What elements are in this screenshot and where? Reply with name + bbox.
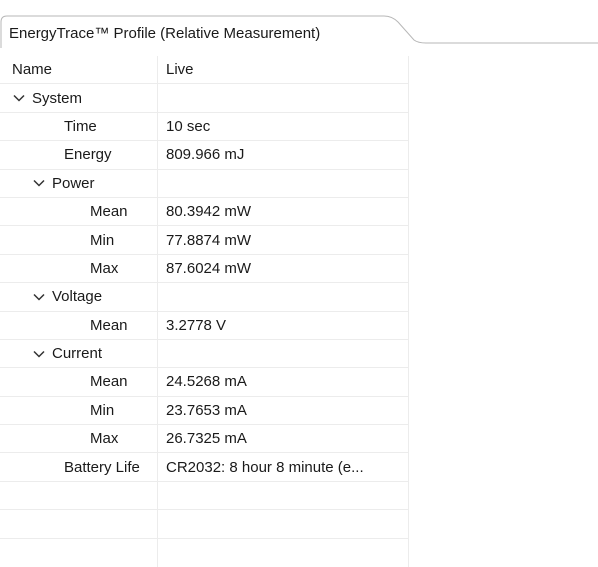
tab-energytrace-profile[interactable]: EnergyTrace™ Profile (Relative Measureme… [9, 25, 321, 42]
tree-row-voltage-mean[interactable]: Mean 3.2778 V [0, 311, 409, 340]
live-value: 10 sec [166, 117, 211, 135]
tab-strip: EnergyTrace™ Profile (Relative Measureme… [0, 0, 598, 48]
tree-item-label: System [32, 89, 83, 107]
tree-item-label: Power [52, 174, 95, 192]
tree-item-label: Max [90, 259, 119, 277]
tree-item-label: Energy [64, 146, 112, 164]
tree-item-label: Mean [90, 316, 128, 334]
chevron-down-icon[interactable] [12, 91, 26, 105]
live-value: CR2032: 8 hour 8 minute (e... [166, 458, 364, 476]
live-value: 23.7653 mA [166, 401, 247, 419]
live-value: 24.5268 mA [166, 373, 247, 391]
tree-row-power[interactable]: Power [0, 169, 409, 198]
live-value: 77.8874 mW [166, 231, 252, 249]
tree-row-voltage[interactable]: Voltage [0, 283, 409, 312]
empty-row [0, 481, 409, 511]
tree-row-battery-life[interactable]: Battery Life CR2032: 8 hour 8 minute (e.… [0, 453, 409, 482]
tree-item-label: Min [90, 401, 115, 419]
tree-item-label: Mean [90, 203, 128, 221]
tree-row-time[interactable]: Time 10 sec [0, 112, 409, 142]
table-header-row: Name Live [0, 56, 409, 85]
tree-row-system[interactable]: System [0, 84, 409, 113]
live-value: 26.7325 mA [166, 430, 247, 448]
energy-profile-table: Name Live System Time 10 sec Energy 809.… [0, 56, 409, 567]
tab-outline [0, 15, 598, 48]
live-value: 3.2778 V [166, 316, 227, 334]
tree-item-label: Battery Life [64, 458, 140, 476]
tree-row-current-mean[interactable]: Mean 24.5268 mA [0, 368, 409, 397]
column-header-live[interactable]: Live [158, 56, 409, 84]
tree-item-label: Current [52, 345, 103, 363]
tree-item-label: Time [64, 117, 97, 135]
tree-row-power-mean[interactable]: Mean 80.3942 mW [0, 197, 409, 227]
live-value: 809.966 mJ [166, 146, 245, 164]
tree-row-energy[interactable]: Energy 809.966 mJ [0, 141, 409, 170]
tree-row-power-max[interactable]: Max 87.6024 mW [0, 254, 409, 284]
live-value: 80.3942 mW [166, 203, 252, 221]
tree-row-power-min[interactable]: Min 77.8874 mW [0, 226, 409, 255]
empty-row [0, 510, 409, 539]
empty-row [0, 538, 409, 567]
tree-row-current-min[interactable]: Min 23.7653 mA [0, 396, 409, 426]
tree-row-current-max[interactable]: Max 26.7325 mA [0, 425, 409, 454]
column-header-name[interactable]: Name [0, 56, 158, 84]
tree-row-current[interactable]: Current [0, 339, 409, 369]
tree-item-label: Min [90, 231, 115, 249]
tree-item-label: Max [90, 430, 119, 448]
live-value: 87.6024 mW [166, 259, 252, 277]
chevron-down-icon[interactable] [32, 290, 46, 304]
tree-item-label: Voltage [52, 288, 103, 306]
chevron-down-icon[interactable] [32, 176, 46, 190]
chevron-down-icon[interactable] [32, 347, 46, 361]
tree-item-label: Mean [90, 373, 128, 391]
